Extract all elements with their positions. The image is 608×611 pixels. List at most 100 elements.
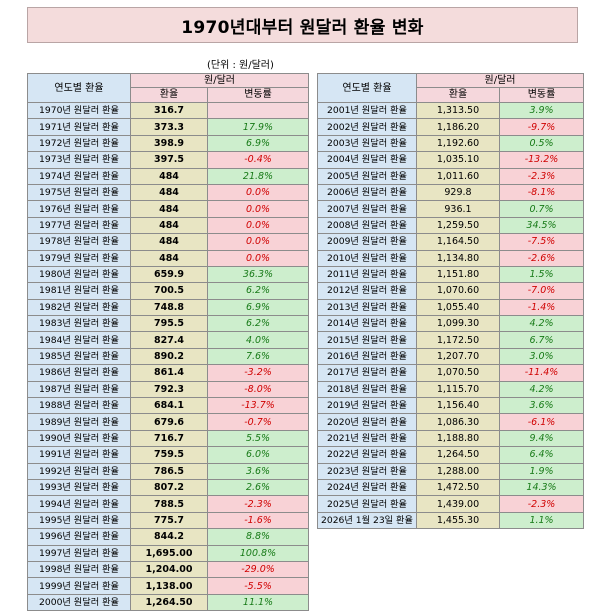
change-cell: 3.6%	[206, 462, 310, 480]
rate-cell: 936.1	[416, 200, 500, 218]
change-cell: 17.9%	[206, 118, 310, 136]
table-row: 2010년 원달러 환율 1,134.80 -2.6%	[317, 249, 585, 267]
year-label-cell: 2013년 원달러 환율	[317, 298, 417, 317]
rate-cell: 861.4	[130, 364, 208, 382]
year-label-cell: 1996년 원달러 환율	[27, 528, 131, 546]
table-row: 2019년 원달러 환율 1,156.40 3.6%	[317, 397, 585, 415]
year-label-cell: 2009년 원달러 환율	[317, 233, 417, 251]
table-row: 1974년 원달러 환율 484 21.8%	[27, 167, 310, 185]
rate-cell: 316.7	[130, 101, 208, 120]
header-change: 변동률	[498, 87, 585, 103]
rate-cell: 795.5	[130, 315, 208, 333]
table-row: 2006년 원달러 환율 929.8 -8.1%	[317, 183, 585, 202]
year-label-cell: 1975년 원달러 환율	[27, 183, 131, 202]
rate-cell: 1,192.60	[416, 134, 500, 153]
rate-cell: 1,204.00	[130, 560, 208, 579]
change-cell: -6.1%	[498, 413, 585, 431]
change-cell: -1.6%	[206, 511, 310, 530]
header-group: 원/달러	[415, 73, 585, 88]
change-cell: 4.0%	[206, 331, 310, 349]
exchange-table-right: 연도별 환율 원/달러 환율 변동률 2001년 원달러 환율 1,313.50 3…	[317, 73, 585, 530]
change-cell: 6.0%	[206, 446, 310, 464]
rate-cell: 807.2	[130, 478, 208, 497]
year-label-cell: 1981년 원달러 환율	[27, 282, 131, 300]
year-label-cell: 2010년 원달러 환율	[317, 249, 417, 267]
change-cell: 0.5%	[498, 134, 585, 153]
change-cell: 34.5%	[498, 216, 585, 235]
table-row: 1988년 원달러 환율 684.1 -13.7%	[27, 397, 310, 415]
rate-cell: 929.8	[416, 183, 500, 202]
change-cell: -11.4%	[498, 364, 585, 382]
table-row: 2002년 원달러 환율 1,186.20 -9.7%	[317, 118, 585, 136]
year-label-cell: 2018년 원달러 환율	[317, 380, 417, 399]
table-row: 2004년 원달러 환율 1,035.10 -13.2%	[317, 151, 585, 169]
unit-label: (단위 : 원/달러)	[207, 60, 274, 71]
change-cell: -29.0%	[206, 560, 310, 579]
change-cell: 11.1%	[206, 593, 310, 611]
year-label-cell: 1973년 원달러 환율	[27, 151, 131, 169]
change-cell: 21.8%	[206, 167, 310, 185]
table-row: 1991년 원달러 환율 759.5 6.0%	[27, 446, 310, 464]
year-label-cell: 1984년 원달러 환율	[27, 331, 131, 349]
year-label-cell: 1997년 원달러 환율	[27, 544, 131, 562]
table-row: 1978년 원달러 환율 484 0.0%	[27, 233, 310, 251]
table-row: 2020년 원달러 환율 1,086.30 -6.1%	[317, 413, 585, 431]
year-label-cell: 2015년 원달러 환율	[317, 331, 417, 349]
table-row: 1985년 원달러 환율 890.2 7.6%	[27, 347, 310, 366]
table-row: 1972년 원달러 환율 398.9 6.9%	[27, 134, 310, 153]
year-label-cell: 2011년 원달러 환율	[317, 265, 417, 284]
year-label-cell: 2017년 원달러 환율	[317, 364, 417, 382]
table-row: 1970년 원달러 환율 316.7	[27, 101, 310, 120]
rate-cell: 1,288.00	[416, 462, 500, 480]
table-row: 1997년 원달러 환율 1,695.00 100.8%	[27, 544, 310, 562]
table-row: 2001년 원달러 환율 1,313.50 3.9%	[317, 101, 585, 120]
year-label-cell: 1994년 원달러 환율	[27, 495, 131, 513]
table-row: 1983년 원달러 환율 795.5 6.2%	[27, 315, 310, 333]
change-cell: -1.4%	[498, 298, 585, 317]
table-row: 2014년 원달러 환율 1,099.30 4.2%	[317, 315, 585, 333]
change-cell: -2.6%	[498, 249, 585, 267]
change-cell: 14.3%	[498, 478, 585, 497]
change-cell: 0.0%	[206, 233, 310, 251]
change-cell: 0.7%	[498, 200, 585, 218]
table-row: 1979년 원달러 환율 484 0.0%	[27, 249, 310, 267]
table-row: 1998년 원달러 환율 1,204.00 -29.0%	[27, 560, 310, 579]
table-row: 1989년 원달러 환율 679.6 -0.7%	[27, 413, 310, 431]
rate-cell: 1,164.50	[416, 233, 500, 251]
table-row: 1977년 원달러 환율 484 0.0%	[27, 216, 310, 235]
rate-cell: 1,259.50	[416, 216, 500, 235]
rate-cell: 1,455.30	[416, 511, 500, 530]
table-row: 1973년 원달러 환율 397.5 -0.4%	[27, 151, 310, 169]
change-cell: 5.5%	[206, 429, 310, 448]
change-cell: 8.8%	[206, 528, 310, 546]
year-label-cell: 1974년 원달러 환율	[27, 167, 131, 185]
table-row: 2015년 원달러 환율 1,172.50 6.7%	[317, 331, 585, 349]
rate-cell: 1,186.20	[416, 118, 500, 136]
change-cell: -3.2%	[206, 364, 310, 382]
header-rate: 환율	[416, 87, 500, 103]
table-row: 1993년 원달러 환율 807.2 2.6%	[27, 478, 310, 497]
table-row: 2021년 원달러 환율 1,188.80 9.4%	[317, 429, 585, 448]
change-cell: -13.2%	[498, 151, 585, 169]
rate-cell: 844.2	[130, 528, 208, 546]
rate-cell: 786.5	[130, 462, 208, 480]
table-row: 1982년 원달러 환율 748.8 6.9%	[27, 298, 310, 317]
year-label-cell: 2008년 원달러 환율	[317, 216, 417, 235]
change-cell: -2.3%	[206, 495, 310, 513]
year-label-cell: 2014년 원달러 환율	[317, 315, 417, 333]
change-cell: -13.7%	[206, 397, 310, 415]
change-cell: -2.3%	[498, 167, 585, 185]
rate-cell: 397.5	[130, 151, 208, 169]
header-year: 연도별 환율	[27, 73, 131, 103]
table-row: 2017년 원달러 환율 1,070.50 -11.4%	[317, 364, 585, 382]
change-cell: 3.0%	[498, 347, 585, 366]
rate-cell: 792.3	[130, 380, 208, 399]
rate-cell: 1,070.60	[416, 282, 500, 300]
year-label-cell: 1976년 원달러 환율	[27, 200, 131, 218]
header-change: 변동률	[206, 87, 310, 103]
year-label-cell: 2026년 1월 23일 환율	[317, 511, 417, 530]
rate-cell: 1,134.80	[416, 249, 500, 267]
rate-cell: 748.8	[130, 298, 208, 317]
table-row: 2000년 원달러 환율 1,264.50 11.1%	[27, 593, 310, 611]
year-label-cell: 1983년 원달러 환율	[27, 315, 131, 333]
